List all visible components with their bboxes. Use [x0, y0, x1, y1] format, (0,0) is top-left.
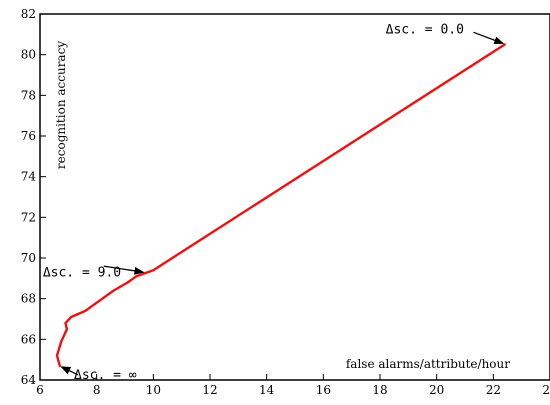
x-tick-label: 8 — [93, 383, 101, 397]
y-tick-label: 68 — [21, 292, 36, 306]
x-tick-label: 24 — [542, 383, 550, 397]
y-axis-ticks: 64 66 68 70 72 74 76 78 80 82 — [21, 7, 46, 387]
annotation-arrow — [103, 265, 145, 275]
y-tick-label: 70 — [21, 251, 36, 265]
x-tick-label: 18 — [372, 383, 387, 397]
y-tick-label: 74 — [21, 170, 37, 184]
x-tick-label: 10 — [146, 383, 161, 397]
y-axis-label: recognition accuracy — [54, 41, 68, 169]
x-tick-label: 12 — [202, 383, 217, 397]
y-tick-label: 64 — [21, 373, 37, 387]
x-tick-label: 22 — [486, 383, 501, 397]
delta-sc-annotation: Δsc. = 9.0 — [43, 265, 121, 280]
accuracy-curve — [55, 43, 506, 367]
y-tick-label: 66 — [21, 332, 36, 346]
plot-area-frame — [39, 13, 550, 381]
delta-sc-annotation: Δsc. = 0.0 — [386, 22, 464, 37]
x-axis-label: false alarms/attribute/hour — [346, 357, 510, 371]
y-tick-label: 72 — [21, 210, 36, 224]
x-tick-label: 20 — [429, 383, 444, 397]
y-tick-label: 82 — [21, 7, 36, 21]
annotation-arrow — [473, 31, 505, 45]
annotation-arrow — [60, 366, 79, 376]
series-layer — [55, 43, 506, 367]
x-tick-label: 16 — [316, 383, 331, 397]
y-tick-label: 76 — [21, 129, 36, 143]
y-tick-label: 80 — [21, 48, 36, 62]
y-tick-label: 78 — [21, 88, 36, 102]
annotation-layer: Δsc. = 0.0 Δsc. = 9.0 Δsc. = ∞ — [43, 22, 505, 383]
delta-sc-annotation: Δsc. = ∞ — [74, 368, 137, 383]
x-tick-label: 14 — [259, 383, 275, 397]
x-tick-label: 6 — [36, 383, 44, 397]
x-axis-ticks: 6 8 10 12 14 16 18 20 22 24 — [36, 374, 550, 397]
